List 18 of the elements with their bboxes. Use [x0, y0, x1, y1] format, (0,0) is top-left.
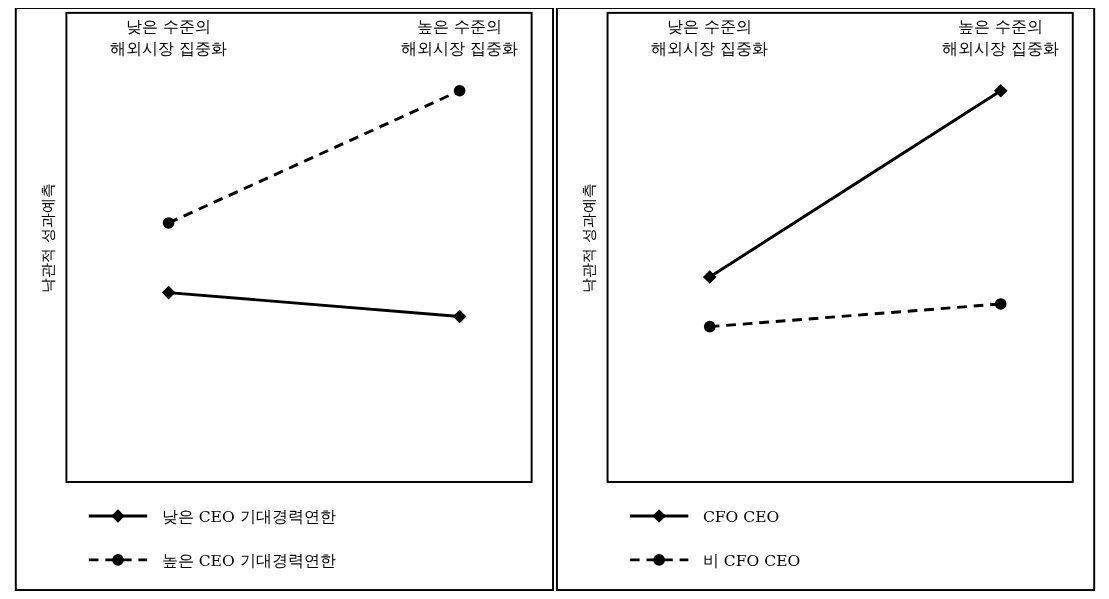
legend-label: 높은 CEO 기대경력연한 — [161, 551, 336, 570]
x-tick-label: 높은 수준의 해외시장 집중화 — [401, 18, 519, 58]
y-axis-title: 낙관적 성과예측 — [579, 182, 597, 293]
legend-label: 비 CFO CEO — [702, 551, 801, 570]
x-tick-label: 낮은 수준의 해외시장 집중화 — [651, 18, 769, 58]
point — [452, 309, 467, 324]
point — [702, 270, 717, 284]
point — [162, 217, 175, 229]
y-axis-title: 낙관적 성과예측 — [38, 182, 56, 293]
point — [161, 285, 176, 300]
x-tick-label: 높은 수준의 해외시장 집중화 — [942, 18, 1060, 58]
point — [993, 83, 1008, 98]
legend-label: CFO CEO — [702, 507, 780, 526]
point — [703, 320, 716, 333]
point — [453, 84, 466, 97]
point — [994, 298, 1007, 310]
legend-label: 낮은 CEO 기대경력연한 — [161, 507, 336, 526]
x-tick-label: 낮은 수준의 해외시장 집중화 — [110, 18, 228, 58]
